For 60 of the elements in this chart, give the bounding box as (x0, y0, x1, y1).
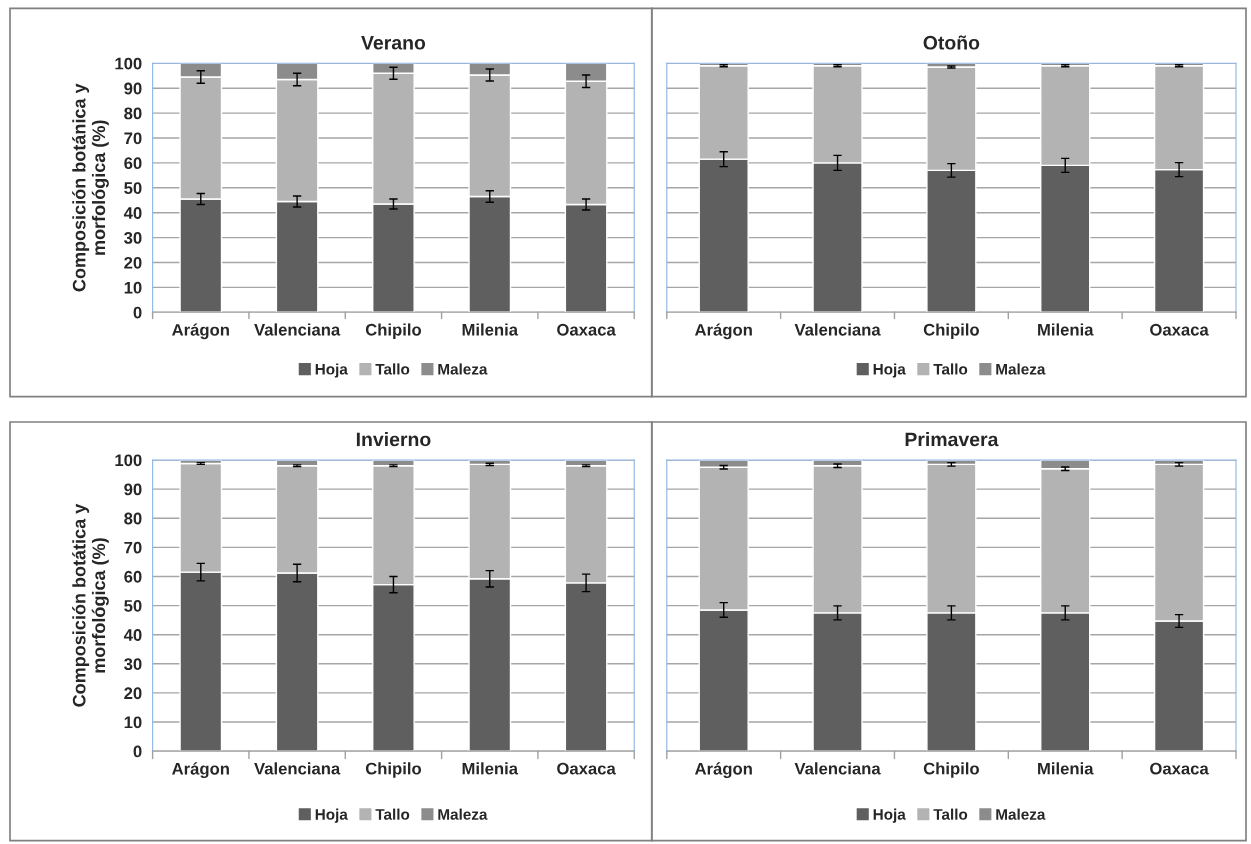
legend-label: Tallo (933, 363, 968, 375)
x-tick-label: Valenciana (794, 323, 881, 336)
x-tick-label: Milenia (462, 323, 519, 336)
x-tick-label: Oaxaca (557, 762, 616, 775)
y-tick-label: 100 (115, 454, 142, 467)
chart-title: Otoño (923, 35, 980, 50)
x-tick-label: Oaxaca (557, 323, 616, 336)
y-tick-label: 0 (133, 745, 142, 758)
y-tick-label: 70 (124, 541, 142, 554)
y-tick-label: 30 (124, 231, 142, 244)
chart-title: Primavera (905, 432, 999, 447)
legend-label: Hoja (873, 808, 906, 823)
x-tick-label: Arágon (694, 323, 752, 340)
x-tick-label: Chipilo (365, 762, 422, 778)
legend-label: Hoja (315, 363, 348, 378)
legend-label: Maleza (996, 363, 1046, 375)
legend-label: Hoja (873, 363, 906, 378)
y-tick-label: 40 (123, 207, 142, 219)
legend-label: Maleza (996, 808, 1046, 820)
legend-label: Hoja (315, 808, 348, 823)
y-tick-label: 20 (124, 687, 142, 700)
y-tick-label: 50 (124, 599, 142, 612)
y-tick-label: 50 (124, 182, 142, 194)
legend-label: Maleza (438, 808, 488, 820)
y-tick-label: 90 (124, 483, 142, 496)
x-tick-label: Valenciana (254, 762, 341, 775)
y-tick-label: 10 (124, 281, 142, 294)
x-tick-label: Arágon (172, 762, 229, 779)
y-tick-label: 20 (124, 256, 142, 269)
x-tick-label: Oaxaca (1150, 323, 1209, 336)
chart-title: Invierno (356, 432, 431, 447)
y-tick-label: 30 (124, 658, 142, 671)
y-tick-label: 80 (124, 107, 142, 120)
y-axis-title: Composición botánica y morfológica (%) (72, 83, 109, 292)
x-tick-label: Milenia (1038, 323, 1094, 336)
chart-title: Verano (361, 36, 426, 50)
y-tick-label: 60 (124, 570, 142, 583)
x-tick-label: Milenia (462, 762, 519, 775)
y-tick-label: 40 (123, 629, 142, 641)
x-tick-label: Arágon (172, 323, 229, 340)
x-tick-label: Valenciana (254, 323, 341, 336)
legend-label: Tallo (375, 363, 410, 375)
x-tick-label: Chipilo (923, 323, 979, 339)
legend-label: Tallo (933, 808, 968, 820)
x-tick-label: Chipilo (923, 762, 979, 778)
y-tick-label: 80 (124, 512, 142, 525)
legend-label: Tallo (375, 808, 410, 820)
x-tick-label: Arágon (694, 762, 752, 779)
y-tick-label: 0 (133, 306, 142, 319)
x-tick-label: Chipilo (365, 323, 422, 339)
y-tick-label: 100 (115, 57, 142, 70)
y-tick-label: 60 (124, 157, 142, 170)
x-tick-label: Milenia (1038, 762, 1094, 775)
y-tick-label: 70 (124, 132, 142, 145)
y-axis-title: Composición botática y morfológica (%) (72, 503, 109, 707)
x-tick-label: Oaxaca (1150, 762, 1209, 775)
legend-label: Maleza (438, 363, 488, 375)
x-tick-label: Valenciana (794, 762, 881, 775)
y-tick-label: 10 (124, 716, 142, 729)
y-tick-label: 90 (124, 82, 142, 95)
